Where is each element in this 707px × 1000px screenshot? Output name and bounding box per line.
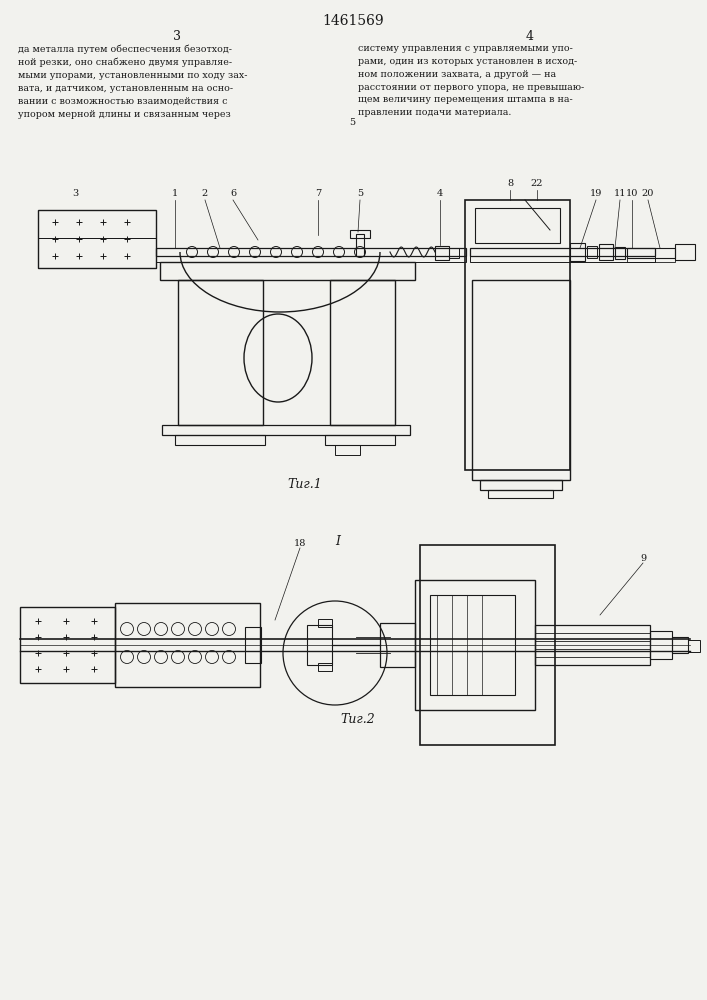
Bar	[380, 623, 415, 667]
Text: 22: 22	[531, 179, 543, 188]
Text: I: I	[336, 535, 341, 548]
Text: 5: 5	[357, 189, 363, 198]
Bar	[245, 627, 261, 663]
Text: да металла путем обеспесчения безотход-
ной резки, оно снабжено двумя управляе-
: да металла путем обеспесчения безотход- …	[18, 44, 247, 119]
Bar	[175, 435, 265, 445]
Bar	[350, 230, 370, 238]
Bar	[415, 580, 535, 710]
Bar	[38, 210, 156, 268]
Bar	[488, 490, 553, 498]
Bar	[115, 603, 260, 687]
Bar	[420, 545, 555, 745]
Text: 4: 4	[526, 30, 534, 43]
Text: 4: 4	[437, 189, 443, 198]
Bar	[162, 425, 410, 435]
Bar	[672, 637, 688, 653]
Bar	[330, 280, 395, 425]
Text: 1461569: 1461569	[322, 14, 384, 28]
Bar	[615, 247, 625, 259]
Text: 10: 10	[626, 189, 638, 198]
Text: 19: 19	[590, 189, 602, 198]
Text: 7: 7	[315, 189, 321, 198]
Bar	[465, 200, 570, 470]
Text: 2: 2	[202, 189, 208, 198]
Bar	[307, 625, 332, 665]
Bar	[318, 619, 332, 627]
Bar	[475, 208, 560, 243]
Bar	[156, 256, 466, 262]
Bar	[587, 246, 597, 258]
Text: 9: 9	[640, 554, 646, 563]
Bar	[435, 246, 449, 260]
Bar	[356, 234, 364, 256]
Bar	[688, 640, 700, 652]
Text: 6: 6	[230, 189, 236, 198]
Bar	[156, 248, 466, 256]
Bar	[335, 445, 360, 455]
Text: 3: 3	[173, 30, 181, 43]
Bar	[627, 258, 675, 262]
Text: Τиг.1: Τиг.1	[288, 478, 322, 491]
Bar	[570, 243, 585, 261]
Bar	[38, 238, 156, 268]
Text: 11: 11	[614, 189, 626, 198]
Bar	[470, 248, 655, 256]
Bar	[318, 663, 332, 671]
Bar	[178, 280, 263, 425]
Text: 18: 18	[294, 539, 306, 548]
Bar	[535, 625, 650, 665]
Bar	[449, 248, 459, 258]
Text: 1: 1	[172, 189, 178, 198]
Bar	[599, 244, 613, 260]
Bar	[160, 262, 415, 280]
Bar	[650, 631, 672, 659]
Text: 20: 20	[642, 189, 654, 198]
Bar	[627, 248, 675, 258]
Bar	[470, 256, 655, 262]
Text: систему управления с управляемыми упо-
рами, один из которых установлен в исход-: систему управления с управляемыми упо- р…	[358, 44, 584, 117]
Bar	[675, 244, 695, 260]
Bar	[325, 435, 395, 445]
Text: 3: 3	[72, 189, 78, 198]
Bar	[480, 480, 562, 490]
Bar	[430, 595, 515, 695]
Bar	[20, 607, 115, 683]
Text: 5: 5	[349, 118, 355, 127]
Bar	[472, 280, 570, 480]
Text: Τиг.2: Τиг.2	[341, 713, 375, 726]
Text: 8: 8	[507, 179, 513, 188]
